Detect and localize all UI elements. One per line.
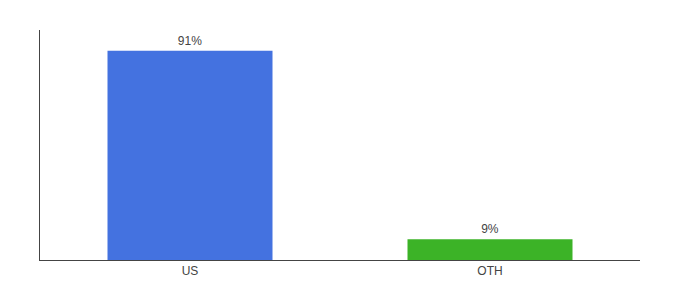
- svg-text:OTH: OTH: [477, 264, 502, 278]
- svg-text:9%: 9%: [481, 222, 499, 236]
- svg-text:US: US: [182, 264, 199, 278]
- svg-text:91%: 91%: [178, 34, 202, 48]
